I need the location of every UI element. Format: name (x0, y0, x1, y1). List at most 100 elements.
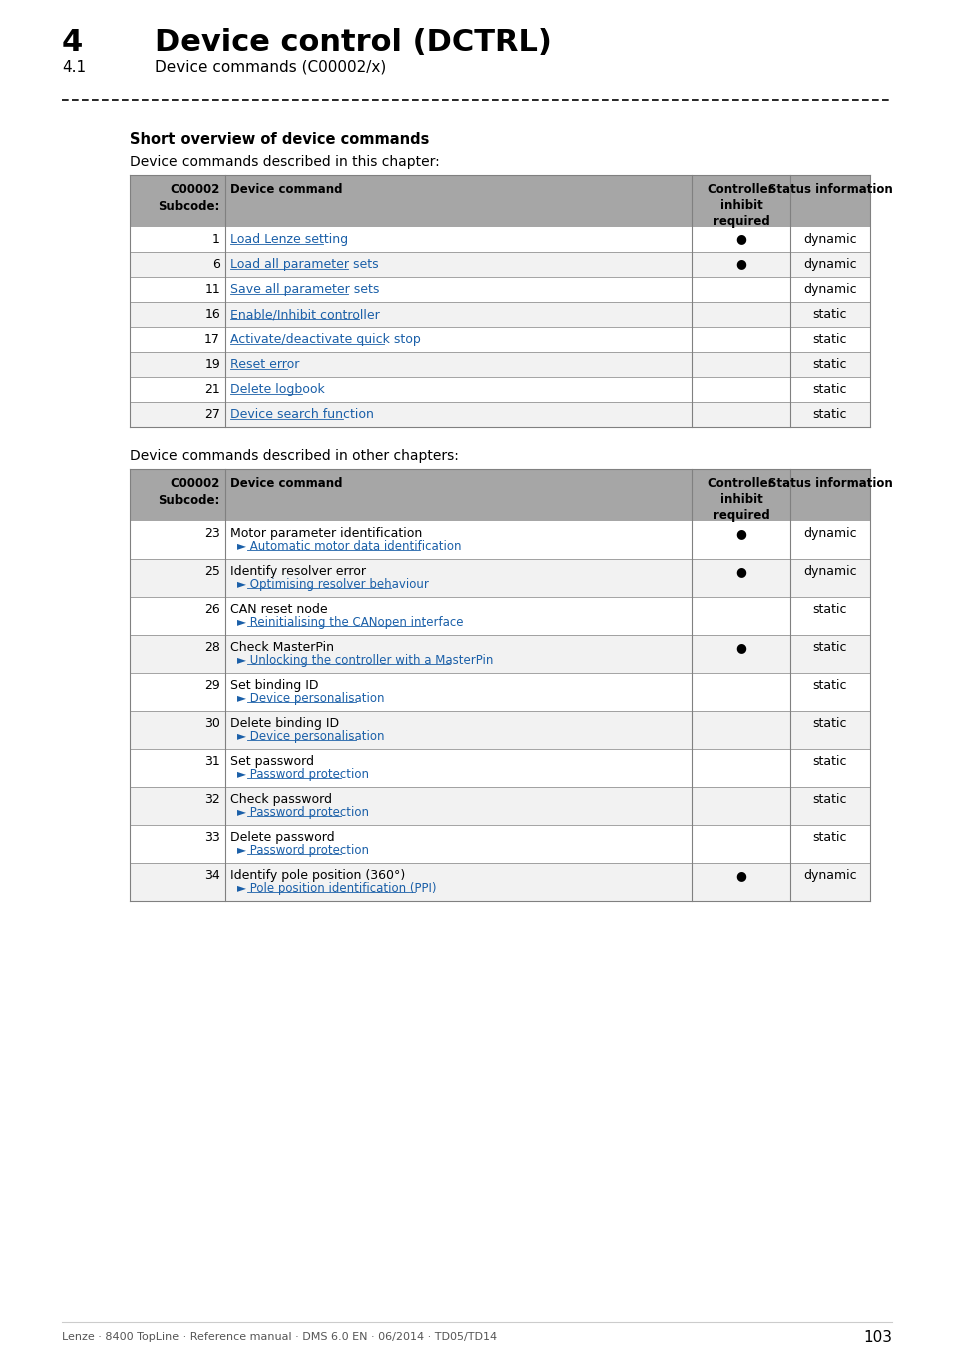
Text: dynamic: dynamic (802, 258, 856, 271)
Text: Device commands described in this chapter:: Device commands described in this chapte… (130, 155, 439, 169)
Text: Motor parameter identification: Motor parameter identification (230, 526, 422, 540)
Bar (130, 176, 869, 227)
Bar (130, 674, 869, 711)
Text: dynamic: dynamic (802, 234, 856, 246)
Text: static: static (812, 358, 846, 371)
Text: ► Automatic motor data identification: ► Automatic motor data identification (236, 540, 461, 553)
Text: ► Device personalisation: ► Device personalisation (236, 730, 384, 742)
Text: 11: 11 (204, 284, 220, 296)
Text: 6: 6 (212, 258, 220, 271)
Text: Status information: Status information (767, 477, 891, 490)
Text: Check MasterPin: Check MasterPin (230, 641, 334, 653)
Text: 30: 30 (204, 717, 220, 730)
Text: Activate/deactivate quick stop: Activate/deactivate quick stop (230, 333, 420, 346)
Text: static: static (812, 792, 846, 806)
Text: static: static (812, 641, 846, 653)
Text: 1: 1 (212, 234, 220, 246)
Text: dynamic: dynamic (802, 526, 856, 540)
Text: static: static (812, 832, 846, 844)
Text: dynamic: dynamic (802, 566, 856, 578)
Text: Delete logbook: Delete logbook (230, 383, 324, 396)
Text: Device command: Device command (230, 184, 342, 196)
Text: ●: ● (735, 526, 745, 540)
Bar (130, 749, 869, 787)
Text: ●: ● (735, 641, 745, 653)
Text: Lenze · 8400 TopLine · Reference manual · DMS 6.0 EN · 06/2014 · TD05/TD14: Lenze · 8400 TopLine · Reference manual … (62, 1332, 497, 1342)
Bar (130, 327, 869, 352)
Bar (130, 227, 869, 252)
Text: 32: 32 (204, 792, 220, 806)
Text: static: static (812, 679, 846, 693)
Text: static: static (812, 717, 846, 730)
Text: static: static (812, 755, 846, 768)
Text: 23: 23 (204, 526, 220, 540)
Bar (130, 863, 869, 900)
Text: ► Optimising resolver behaviour: ► Optimising resolver behaviour (236, 578, 429, 591)
Text: ► Device personalisation: ► Device personalisation (236, 693, 384, 705)
Bar (130, 377, 869, 402)
Bar (130, 277, 869, 302)
Text: 33: 33 (204, 832, 220, 844)
Text: 16: 16 (204, 308, 220, 321)
Text: 21: 21 (204, 383, 220, 396)
Text: 4: 4 (62, 28, 83, 57)
Bar (130, 521, 869, 559)
Text: ●: ● (735, 232, 745, 244)
Text: Device search function: Device search function (230, 408, 374, 421)
Text: Check password: Check password (230, 792, 332, 806)
Text: Device commands described in other chapters:: Device commands described in other chapt… (130, 450, 458, 463)
Bar (130, 352, 869, 377)
Text: ► Unlocking the controller with a MasterPin: ► Unlocking the controller with a Master… (236, 653, 493, 667)
Text: static: static (812, 308, 846, 321)
Text: CAN reset node: CAN reset node (230, 603, 327, 616)
Text: ► Pole position identification (PPI): ► Pole position identification (PPI) (236, 882, 436, 895)
Text: Device commands (C00002/x): Device commands (C00002/x) (154, 59, 386, 76)
Text: ► Reinitialising the CANopen interface: ► Reinitialising the CANopen interface (236, 616, 463, 629)
Text: 28: 28 (204, 641, 220, 653)
Text: C00002
Subcode:: C00002 Subcode: (158, 184, 220, 213)
Text: Identify pole position (360°): Identify pole position (360°) (230, 869, 405, 882)
Text: Device command: Device command (230, 477, 342, 490)
Text: 25: 25 (204, 566, 220, 578)
Text: Load Lenze setting: Load Lenze setting (230, 234, 348, 246)
Text: Device control (DCTRL): Device control (DCTRL) (154, 28, 551, 57)
Text: ●: ● (735, 256, 745, 270)
Text: 26: 26 (204, 603, 220, 616)
Text: 31: 31 (204, 755, 220, 768)
Text: 17: 17 (204, 333, 220, 346)
Text: 29: 29 (204, 679, 220, 693)
Text: ► Password protection: ► Password protection (236, 844, 369, 857)
Text: Set password: Set password (230, 755, 314, 768)
Text: Save all parameter sets: Save all parameter sets (230, 284, 379, 296)
Text: 19: 19 (204, 358, 220, 371)
Bar (130, 402, 869, 427)
Text: Reset error: Reset error (230, 358, 299, 371)
Text: Set binding ID: Set binding ID (230, 679, 318, 693)
Text: ●: ● (735, 566, 745, 578)
Text: C00002
Subcode:: C00002 Subcode: (158, 477, 220, 508)
Text: static: static (812, 408, 846, 421)
Text: static: static (812, 383, 846, 396)
Text: Identify resolver error: Identify resolver error (230, 566, 366, 578)
Text: ●: ● (735, 869, 745, 882)
Bar (130, 559, 869, 597)
Text: Short overview of device commands: Short overview of device commands (130, 132, 429, 147)
Text: Controller
inhibit
required: Controller inhibit required (707, 477, 774, 522)
Text: 34: 34 (204, 869, 220, 882)
Text: Status information: Status information (767, 184, 891, 196)
Text: ► Password protection: ► Password protection (236, 768, 369, 782)
Bar (130, 252, 869, 277)
Text: dynamic: dynamic (802, 284, 856, 296)
Text: Load all parameter sets: Load all parameter sets (230, 258, 378, 271)
Bar (130, 825, 869, 863)
Text: 27: 27 (204, 408, 220, 421)
Text: Delete binding ID: Delete binding ID (230, 717, 338, 730)
Bar (130, 597, 869, 634)
Text: dynamic: dynamic (802, 869, 856, 882)
Bar (130, 302, 869, 327)
Bar (130, 787, 869, 825)
Bar (130, 634, 869, 674)
Text: Delete password: Delete password (230, 832, 335, 844)
Text: 103: 103 (862, 1330, 891, 1345)
Text: Controller
inhibit
required: Controller inhibit required (707, 184, 774, 228)
